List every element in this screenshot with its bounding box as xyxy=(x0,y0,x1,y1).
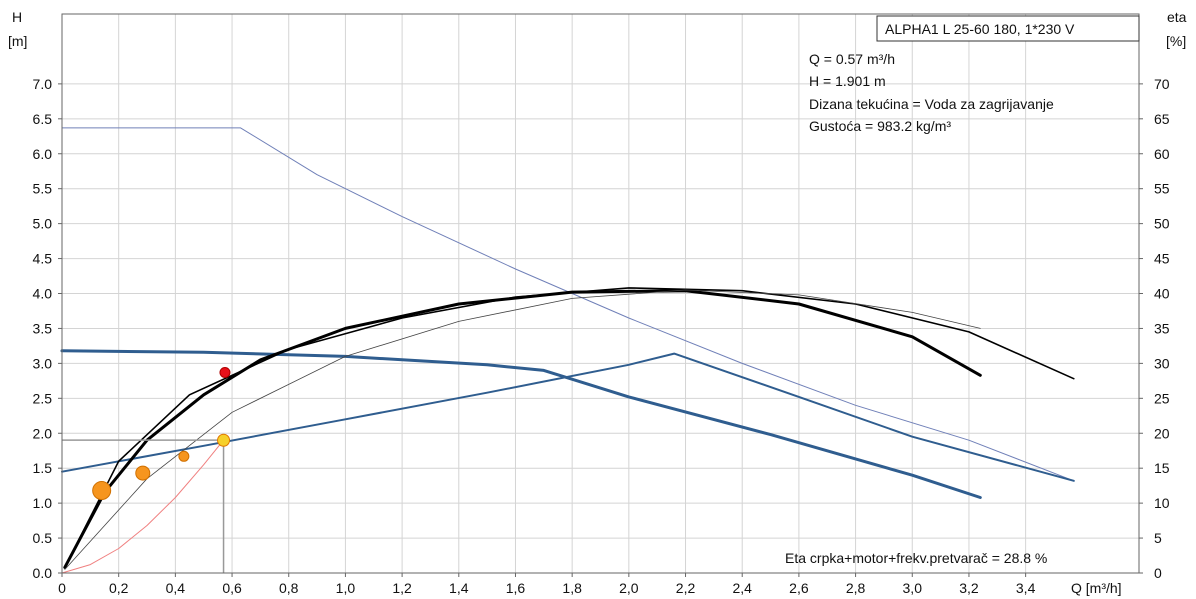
x-axis-ticks: 0 0,2 0,4 0,6 0,8 1,0 1,2 1,4 1,6 1,8 2,0 2,2 2,4 2,6… xyxy=(58,573,1036,596)
data-marker xyxy=(178,450,190,462)
x-tick-label: 0,4 xyxy=(166,580,186,596)
y-left-tick-label: 4.5 xyxy=(33,251,53,267)
y-right-tick-label: 50 xyxy=(1154,216,1170,232)
y-right-label-unit: [%] xyxy=(1166,33,1186,49)
duty-reference-lines xyxy=(62,439,225,573)
efficiency-footer: Eta crpka+motor+frekv.pretvarač = 28.8 % xyxy=(785,550,1047,566)
model-title: ALPHA1 L 25-60 180, 1*230 V xyxy=(885,21,1075,37)
x-tick-label: 3,4 xyxy=(1016,580,1036,596)
x-tick-label: 1,6 xyxy=(506,580,526,596)
y-left-tick-label: 6.5 xyxy=(33,111,53,127)
x-tick-label: 1,8 xyxy=(562,580,582,596)
x-tick-label: 1,0 xyxy=(336,580,356,596)
y-left-tick-label: 4.0 xyxy=(33,286,53,302)
y-left-tick-label: 2.0 xyxy=(33,425,53,441)
y-right-tick-label: 40 xyxy=(1154,286,1170,302)
data-marker xyxy=(135,465,151,481)
y-right-tick-label: 35 xyxy=(1154,320,1170,336)
x-tick-label: 0 xyxy=(58,580,66,596)
curve-series-6 xyxy=(61,439,224,574)
data-marker xyxy=(92,481,112,501)
x-tick-label: 0,8 xyxy=(279,580,299,596)
x-tick-label: 3,0 xyxy=(903,580,923,596)
y-right-tick-label: 5 xyxy=(1154,530,1162,546)
y-left-label-unit: [m] xyxy=(8,33,27,49)
data-marker xyxy=(219,366,231,378)
y-left-tick-label: 7.0 xyxy=(33,76,53,92)
curve-series-1 xyxy=(61,352,1075,482)
x-tick-label: 0,6 xyxy=(222,580,242,596)
y-left-tick-label: 1.0 xyxy=(33,495,53,511)
x-tick-label: 1,4 xyxy=(449,580,469,596)
x-axis-label: Q [m³/h] xyxy=(1071,580,1122,596)
x-tick-label: 0,2 xyxy=(109,580,129,596)
curve-series-4 xyxy=(64,287,1075,569)
y-right-tick-label: 30 xyxy=(1154,355,1170,371)
curve-series-2 xyxy=(60,349,982,499)
y-left-tick-label: 5.0 xyxy=(33,216,53,232)
y-right-tick-label: 65 xyxy=(1154,111,1170,127)
y-left-tick-label: 3.5 xyxy=(33,320,53,336)
info-head: H = 1.901 m xyxy=(809,73,886,89)
y-right-tick-label: 45 xyxy=(1154,251,1170,267)
y-right-axis-ticks: 0 5 10 15 20 25 30 35 40 45 50 55 60 65 70 xyxy=(1139,76,1170,581)
x-tick-label: 3,2 xyxy=(959,580,979,596)
curve-series-3 xyxy=(63,289,982,569)
y-left-tick-label: 3.0 xyxy=(33,355,53,371)
y-right-tick-label: 15 xyxy=(1154,460,1170,476)
x-tick-label: 1,2 xyxy=(392,580,412,596)
y-left-axis-ticks: 0.0 0.5 1.0 1.5 2.0 2.5 3.0 3.5 4.0 4.5 5.0 5.5 6.0 6… xyxy=(33,76,62,581)
data-marker xyxy=(217,433,231,447)
y-right-tick-label: 60 xyxy=(1154,146,1170,162)
y-left-tick-label: 2.5 xyxy=(33,390,53,406)
curve-series-5 xyxy=(64,289,981,570)
y-right-tick-label: 10 xyxy=(1154,495,1170,511)
y-left-tick-label: 0.5 xyxy=(33,530,53,546)
y-left-label-symbol: H xyxy=(12,9,22,25)
y-right-tick-label: 25 xyxy=(1154,390,1170,406)
y-left-tick-label: 5.5 xyxy=(33,181,53,197)
y-left-tick-label: 0.0 xyxy=(33,565,53,581)
info-flow: Q = 0.57 m³/h xyxy=(809,51,895,67)
curve-series-0 xyxy=(61,127,1075,482)
x-tick-label: 2,8 xyxy=(846,580,866,596)
y-left-tick-label: 1.5 xyxy=(33,460,53,476)
y-right-tick-label: 20 xyxy=(1154,425,1170,441)
x-tick-label: 2,4 xyxy=(732,580,752,596)
info-density: Gustoća = 983.2 kg/m³ xyxy=(809,118,951,134)
y-right-label-symbol: eta xyxy=(1167,9,1187,25)
x-tick-label: 2,0 xyxy=(619,580,639,596)
y-left-tick-label: 6.0 xyxy=(33,146,53,162)
curve-series xyxy=(60,127,1075,574)
data-markers xyxy=(92,366,231,501)
y-right-tick-label: 0 xyxy=(1154,565,1162,581)
x-tick-label: 2,2 xyxy=(676,580,696,596)
y-right-tick-label: 55 xyxy=(1154,181,1170,197)
model-title-box xyxy=(876,15,1140,42)
info-liquid: Dizana tekućina = Voda za zagrijavanje xyxy=(809,96,1054,112)
y-right-tick-label: 70 xyxy=(1154,76,1170,92)
x-tick-label: 2,6 xyxy=(789,580,809,596)
